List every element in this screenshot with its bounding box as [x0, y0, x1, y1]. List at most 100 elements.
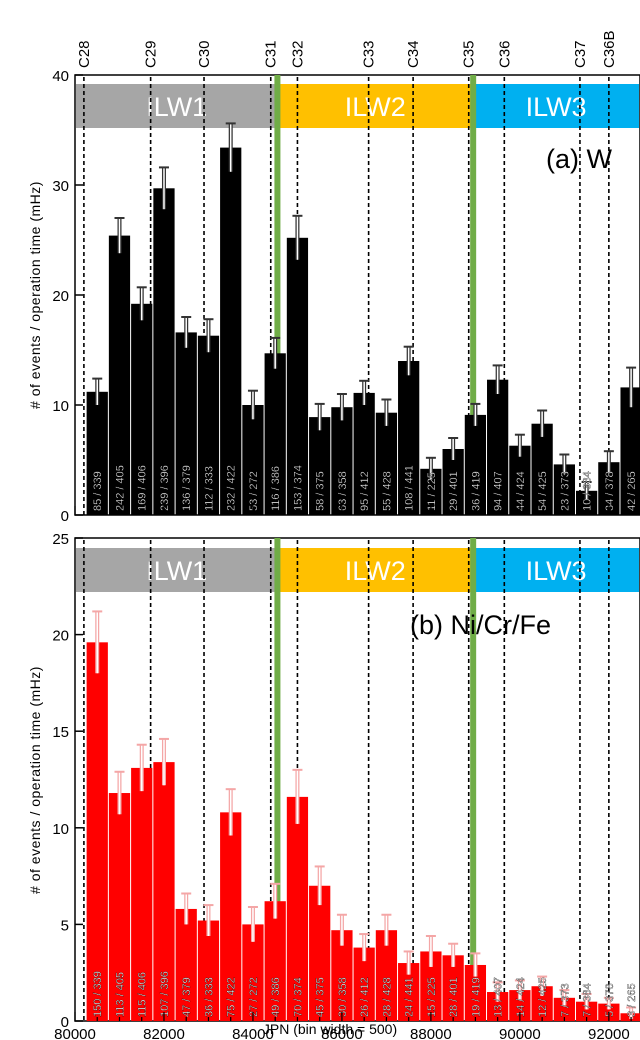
campaign-label: C37 [572, 40, 589, 68]
bar-label: 115 / 406 [137, 972, 149, 1017]
ilw-band [277, 84, 474, 128]
y-tick-label: 10 [52, 821, 69, 838]
bar-label: 94 / 407 [493, 471, 505, 511]
panel-b-ni-cr-fe: ILW1 ILW2 ILW3 150 / 339 113 / 405 115 / 406… [27, 531, 640, 1040]
bar-label: 29 / 401 [448, 471, 460, 511]
bar [309, 417, 331, 515]
bar-label: 24 / 441 [404, 977, 416, 1017]
panel-a-w: ILW1 ILW2 ILW3 85 / 339 242 / 405 169 / 406 2… [27, 68, 640, 525]
bar-label: 47 / 379 [181, 977, 193, 1017]
bar-label: 34 / 378 [604, 471, 616, 511]
ilw-band [76, 548, 278, 592]
bar-label: 7 / 384 [582, 983, 594, 1017]
y-tick-label: 25 [52, 531, 69, 548]
bar [242, 924, 264, 1021]
bar [442, 449, 464, 515]
bar-label: 136 / 379 [181, 465, 193, 511]
bar-label: 70 / 374 [292, 977, 304, 1017]
bar [131, 767, 153, 1021]
bar-label: 5 / 378 [604, 983, 616, 1017]
ilw-band [473, 84, 639, 128]
bar-label: 95 / 412 [359, 471, 371, 511]
bar-label: 150 / 339 [92, 971, 104, 1017]
ilw-band-label: ILW2 [345, 92, 406, 122]
x-tick-label: 90000 [499, 1026, 541, 1040]
campaign-label: C36 [496, 40, 513, 68]
x-axis-label: JPN (bin width = 500) [263, 1021, 397, 1037]
campaign-label: C35 [461, 40, 478, 68]
campaign-label: C34 [405, 40, 422, 68]
bar [153, 762, 175, 1021]
ilw-band-label: ILW1 [146, 556, 207, 586]
panel-a-title: (a) W [546, 144, 613, 174]
bar [220, 812, 242, 1021]
bar-label: 12 / 425 [537, 977, 549, 1017]
panel-a-ylabel: # of events / operation time (mHz) [27, 181, 43, 409]
bar [353, 392, 375, 515]
bar-label: 116 / 386 [270, 466, 282, 511]
bar-label: 85 / 339 [92, 471, 104, 511]
bar-label: 13 / 407 [493, 977, 505, 1017]
y-tick-label: 0 [61, 508, 69, 525]
campaign-label: C33 [361, 40, 378, 68]
bar-label: 169 / 406 [137, 465, 149, 511]
x-tick-label: 84000 [232, 1026, 274, 1040]
bar-label: 14 / 424 [515, 977, 527, 1017]
ilw-band-label: ILW3 [526, 556, 587, 586]
bar [86, 642, 108, 1021]
bar [175, 908, 197, 1021]
panel-b-ylabel: # of events / operation time (mHz) [27, 666, 43, 894]
bar [264, 353, 286, 515]
bar-label: 26 / 412 [359, 977, 371, 1017]
bar-label: 19 / 419 [470, 977, 482, 1017]
bar [620, 387, 640, 515]
bar [242, 405, 264, 515]
bar-label: 58 / 375 [315, 471, 327, 511]
bar-label: 55 / 428 [381, 471, 393, 511]
bar [375, 412, 398, 515]
bar [286, 237, 309, 516]
bar-label: 44 / 424 [515, 471, 527, 511]
bar [398, 963, 420, 1021]
campaign-label: C31 [263, 40, 280, 68]
y-tick-label: 40 [52, 68, 69, 85]
y-tick-label: 0 [61, 1014, 69, 1031]
bar [375, 930, 398, 1021]
bar [553, 464, 575, 515]
x-tick-label: 92000 [588, 1026, 630, 1040]
bar-label: 242 / 405 [114, 465, 126, 511]
campaign-label: C32 [289, 40, 306, 68]
bar [153, 188, 175, 516]
bar [553, 997, 575, 1021]
bar-label: 49 / 386 [270, 977, 282, 1017]
bar [575, 1001, 598, 1021]
bar [420, 468, 442, 515]
bar [197, 920, 220, 1021]
x-tick-label: 88000 [410, 1026, 452, 1040]
x-tick-label: 80000 [54, 1026, 96, 1040]
campaign-label: C36B [601, 30, 618, 68]
x-tick-label: 82000 [143, 1026, 185, 1040]
bar [464, 414, 487, 515]
ilw-band-label: ILW2 [345, 556, 406, 586]
bar [487, 379, 509, 515]
bar [309, 885, 331, 1021]
bar [509, 445, 531, 515]
bar-label: 75 / 422 [226, 977, 238, 1017]
bar [353, 947, 375, 1021]
panel-b-title: (b) Ni/Cr/Fe [410, 610, 551, 640]
bar [197, 335, 220, 515]
y-tick-label: 5 [61, 917, 69, 934]
bar [108, 235, 131, 515]
bar-label: 112 / 333 [203, 466, 215, 511]
bar [331, 930, 353, 1021]
y-tick-label: 30 [52, 178, 69, 195]
bar-label: 3 / 265 [626, 983, 638, 1017]
bar [487, 992, 509, 1021]
ilw-band [277, 548, 474, 592]
bar [220, 147, 242, 515]
bar-label: 23 / 373 [559, 471, 571, 511]
bar-label: 7 / 373 [559, 983, 571, 1017]
bar [531, 986, 553, 1021]
